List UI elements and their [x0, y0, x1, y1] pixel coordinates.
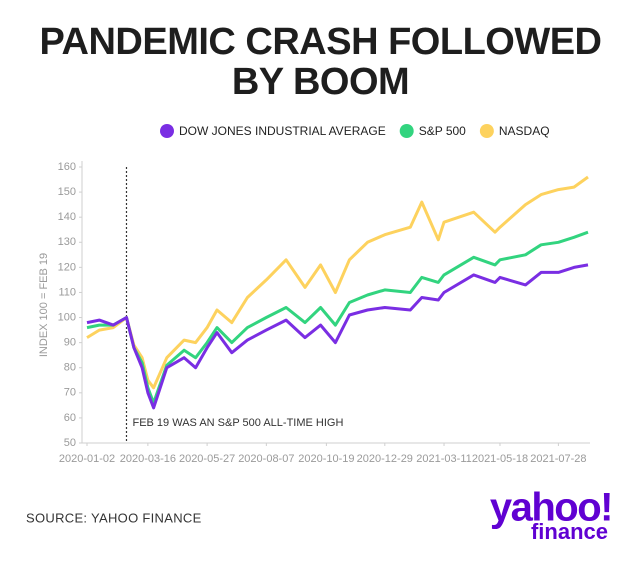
x-tick-label: 2020-01-02: [59, 453, 115, 465]
legend-marker: [479, 124, 494, 138]
y-tick-label: 140: [58, 211, 76, 223]
x-tick-label: 2020-05-27: [179, 453, 235, 465]
legend-label: S&P 500: [419, 124, 466, 138]
y-tick-label: 90: [64, 337, 76, 349]
y-tick-label: 60: [64, 412, 76, 424]
x-tick-label: 2020-12-29: [357, 453, 413, 465]
x-tick-label: 2021-07-28: [530, 453, 586, 465]
x-tick-label: 2021-05-18: [472, 453, 528, 465]
y-tick-label: 120: [58, 261, 76, 273]
logo-sub: finance: [531, 519, 608, 544]
legend-marker: [399, 124, 414, 138]
x-tick-label: 2020-10-19: [298, 453, 354, 465]
source: SOURCE: YAHOO FINANCE: [26, 510, 202, 525]
x-tick-label: 2020-03-16: [120, 453, 176, 465]
y-tick-label: 50: [64, 437, 76, 449]
y-tick-label: 80: [64, 362, 76, 374]
series-line: [86, 263, 589, 410]
legend-label: NASDAQ: [499, 124, 550, 138]
series-line: [86, 175, 589, 390]
x-tick-label: 2021-03-11: [416, 453, 471, 465]
chart-title: PANDEMIC CRASH FOLLOWED BY BOOM: [39, 21, 603, 103]
y-tick-label: 150: [58, 186, 76, 198]
legend-marker: [160, 124, 174, 138]
legend-label: DOW JONES INDUSTRIAL AVERAGE: [179, 124, 386, 138]
y-tick-label: 160: [58, 161, 76, 173]
annotation-text: FEB 19 WAS AN S&P 500 ALL-TIME HIGH: [132, 417, 343, 429]
logo-brand: yahoo!: [490, 486, 612, 530]
y-tick-label: 130: [58, 236, 76, 248]
y-tick-label: 110: [58, 286, 76, 298]
y-tick-label: 70: [64, 387, 76, 399]
x-tick-label: 2020-08-07: [238, 453, 294, 465]
y-tick-label: 100: [58, 311, 76, 323]
y-axis-label: INDEX 100 = FEB 19: [38, 253, 50, 357]
